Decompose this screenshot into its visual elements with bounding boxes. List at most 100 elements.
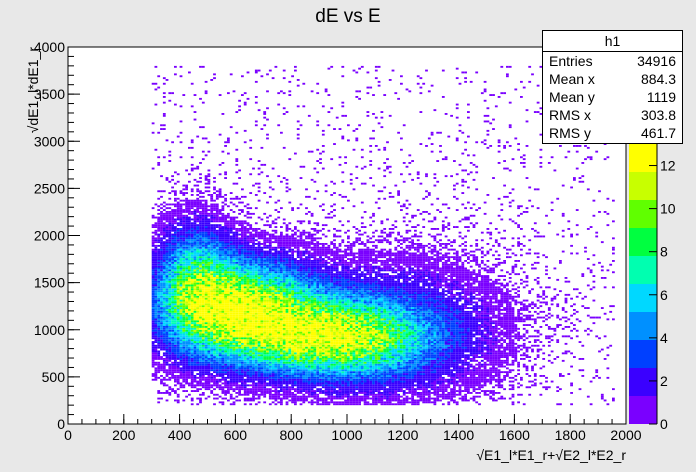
heatmap-cell	[246, 305, 250, 308]
heatmap-cell	[266, 309, 269, 311]
heatmap-cell	[218, 235, 222, 238]
heatmap-cell	[193, 301, 197, 304]
heatmap-cell	[207, 314, 211, 317]
heatmap-cell	[210, 269, 214, 272]
heatmap-cell	[221, 369, 225, 372]
heatmap-cell	[221, 250, 225, 253]
heatmap-cell	[162, 348, 166, 351]
heatmap-cell	[271, 261, 275, 264]
heatmap-cell	[154, 263, 158, 266]
heatmap-cell	[215, 233, 219, 236]
heatmap-cell	[266, 231, 269, 234]
heatmap-cell	[190, 397, 194, 400]
heatmap-cell	[160, 214, 163, 217]
heatmap-cell	[271, 331, 275, 334]
heatmap-cell	[174, 182, 177, 185]
heatmap-cell	[151, 346, 155, 349]
heatmap-cell	[204, 273, 208, 276]
heatmap-cell	[235, 243, 239, 245]
heatmap-cell	[199, 333, 202, 336]
heatmap-cell	[252, 297, 255, 300]
heatmap-cell	[185, 203, 188, 206]
heatmap-cell	[151, 244, 155, 247]
heatmap-cell	[157, 282, 161, 285]
heatmap-cell	[266, 273, 269, 276]
heatmap-cell	[201, 192, 205, 194]
heatmap-cell	[229, 256, 233, 259]
heatmap-cell	[232, 182, 236, 185]
heatmap-cell	[274, 352, 278, 355]
heatmap-cell	[271, 235, 275, 238]
heatmap-cell	[213, 286, 216, 289]
heatmap-cell	[235, 356, 239, 358]
heatmap-cell	[199, 327, 202, 330]
heatmap-cell	[201, 218, 205, 221]
heatmap-cell	[277, 382, 281, 385]
heatmap-cell	[218, 226, 222, 228]
heatmap-cell	[157, 310, 161, 313]
heatmap-cell	[157, 218, 161, 221]
heatmap-cell	[157, 363, 161, 366]
heatmap-cell	[188, 382, 191, 385]
heatmap-cell	[182, 256, 186, 259]
heatmap-cell	[229, 261, 233, 264]
heatmap-cell	[229, 307, 233, 309]
heatmap-cell	[213, 369, 216, 372]
heatmap-cell	[174, 369, 177, 372]
heatmap-cell	[221, 339, 225, 342]
heatmap-cell	[280, 267, 283, 270]
heatmap-cell	[160, 190, 163, 193]
heatmap-cell	[274, 350, 278, 353]
heatmap-cell	[162, 322, 166, 325]
heatmap-cell	[252, 273, 255, 276]
heatmap-cell	[201, 229, 205, 232]
heatmap-cell	[215, 258, 219, 260]
heatmap-cell	[201, 356, 205, 358]
heatmap-cell	[288, 388, 292, 391]
heatmap-cell	[277, 124, 281, 127]
heatmap-cell	[154, 303, 158, 306]
heatmap-cell	[282, 113, 286, 115]
heatmap-cell	[188, 243, 191, 245]
heatmap-cell	[254, 260, 258, 262]
heatmap-cell	[271, 220, 275, 223]
heatmap-cell	[160, 228, 163, 230]
heatmap-cell	[277, 293, 281, 296]
heatmap-cell	[157, 190, 161, 193]
heatmap-cell	[199, 284, 202, 287]
heatmap-cell	[282, 365, 286, 368]
heatmap-cell	[165, 243, 169, 245]
heatmap-cell	[162, 256, 166, 259]
heatmap-cell	[238, 329, 241, 332]
heatmap-cell	[246, 224, 250, 227]
heatmap-cell	[291, 352, 294, 355]
heatmap-cell	[232, 258, 236, 260]
heatmap-cell	[176, 378, 180, 381]
heatmap-cell	[171, 341, 174, 343]
heatmap-cell	[243, 350, 247, 353]
heatmap-cell	[285, 324, 289, 326]
heatmap-cell	[185, 258, 188, 260]
heatmap-cell	[252, 382, 255, 385]
heatmap-cell	[229, 380, 233, 383]
heatmap-cell	[188, 235, 191, 238]
heatmap-cell	[252, 339, 255, 342]
heatmap-cell	[229, 290, 233, 293]
heatmap-cell	[260, 376, 264, 379]
heatmap-cell	[188, 375, 191, 377]
heatmap-cell	[282, 260, 286, 262]
heatmap-cell	[154, 271, 158, 274]
heatmap-cell	[224, 224, 227, 227]
heatmap-cell	[182, 316, 186, 319]
heatmap-cell	[213, 322, 216, 325]
heatmap-cell	[168, 310, 172, 313]
heatmap-cell	[232, 301, 236, 304]
heatmap-cell	[160, 195, 163, 198]
heatmap-cell	[274, 239, 278, 242]
heatmap-cell	[288, 244, 292, 247]
heatmap-cell	[188, 265, 191, 268]
heatmap-cell	[241, 310, 244, 313]
heatmap-cell	[227, 307, 230, 309]
heatmap-cell	[249, 275, 253, 277]
heatmap-cell	[266, 107, 269, 110]
